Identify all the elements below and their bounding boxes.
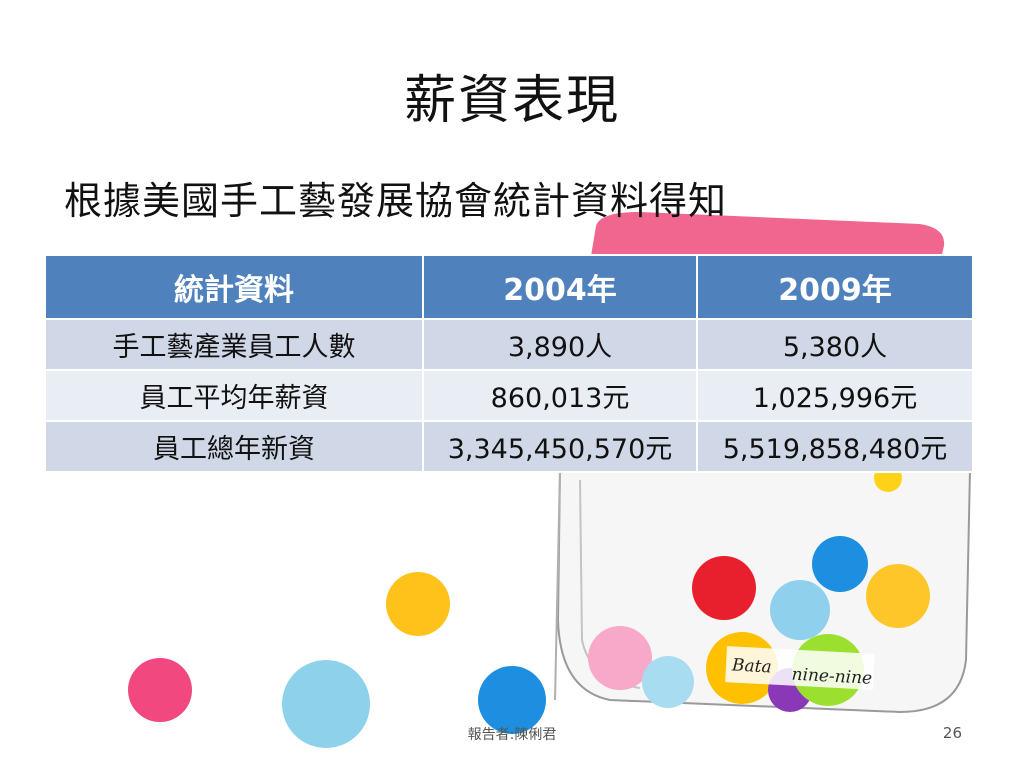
jar-label-right: nine-nine: [791, 665, 872, 689]
slide-subtitle: 根據美國手工藝發展協會統計資料得知: [64, 179, 728, 223]
ball-lightblue: [770, 580, 830, 640]
table-header-cell: 統計資料: [44, 254, 424, 320]
jar-label-left: Bata: [731, 655, 773, 677]
slide-title: 薪資表現: [403, 71, 620, 131]
table-row: 員工平均年薪資 860,013元 1,025,996元: [44, 369, 974, 422]
table-cell: 員工總年新資: [44, 420, 424, 473]
ball-lightblue-outside: [282, 660, 370, 748]
salary-table: 統計資料 2004年 2009年 手工藝產業員工人數 3,890人 5,380人…: [44, 254, 974, 473]
ball-lightblue-small: [642, 656, 694, 708]
jar-body: [556, 469, 972, 714]
ball-blue-outside: [478, 666, 546, 734]
table-header-cell: 2009年: [696, 254, 974, 320]
ball-pink: [588, 626, 652, 690]
table-cell: 員工平均年薪資: [44, 369, 424, 422]
table-cell: 1,025,996元: [696, 369, 974, 422]
slide-footer: 報告者:陳俐君: [467, 727, 557, 743]
ball-yellow-outside: [386, 572, 450, 636]
jar-lid: [590, 212, 945, 262]
table-cell: 手工藝產業員工人數: [44, 318, 424, 371]
table-cell: 3,890人: [422, 318, 698, 371]
ball-yellow: [866, 564, 930, 628]
ball-blue: [812, 536, 868, 592]
table-cell: 860,013元: [422, 369, 698, 422]
table-cell: 5,380人: [696, 318, 974, 371]
table-row: 員工總年新資 3,345,450,570元 5,519,858,480元: [44, 420, 974, 473]
table-cell: 5,519,858,480元: [696, 420, 974, 473]
ball-red: [692, 556, 756, 620]
table-header-cell: 2004年: [422, 254, 698, 320]
table-cell: 3,345,450,570元: [422, 420, 698, 473]
table-row: 手工藝產業員工人數 3,890人 5,380人: [44, 318, 974, 371]
jar-rim-left: [554, 469, 561, 701]
table-header-row: 統計資料 2004年 2009年: [44, 254, 974, 320]
jar-label: Bata nine-nine: [725, 646, 875, 690]
ball-pink-outside: [128, 658, 192, 722]
page-number: 26: [942, 724, 962, 742]
